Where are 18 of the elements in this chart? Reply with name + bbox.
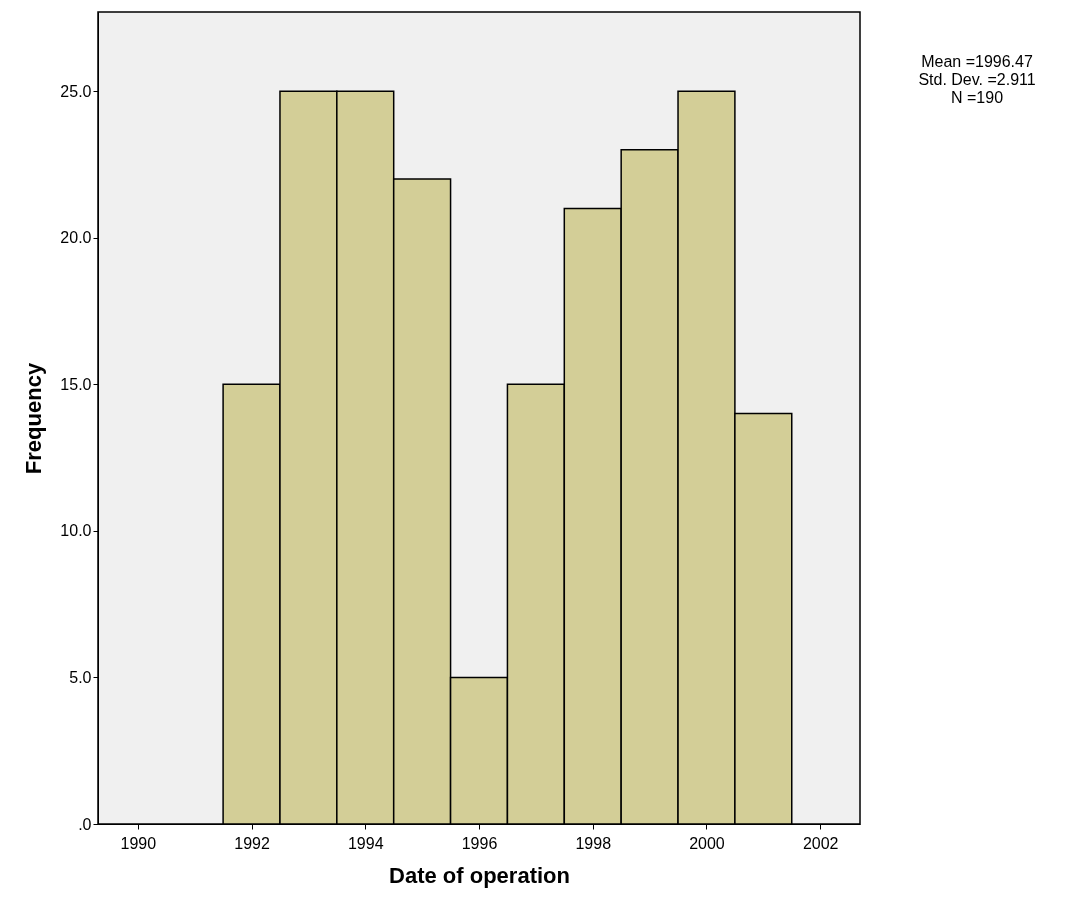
- y-tick-label: 5.0: [69, 668, 92, 686]
- y-tick-label: .0: [78, 815, 92, 833]
- x-tick-label: 1996: [461, 834, 498, 852]
- x-tick-label: 1990: [120, 834, 157, 852]
- y-tick-label: 20.0: [60, 229, 92, 247]
- y-tick-label: 25.0: [60, 82, 92, 100]
- x-axis-title: Date of operation: [389, 862, 570, 888]
- text: N =190: [950, 89, 1004, 106]
- text: Std. Dev. =2.911: [918, 71, 1036, 88]
- x-tick-label: 2000: [689, 834, 725, 852]
- y-tick-label: 10.0: [60, 522, 92, 540]
- x-tick-label: 1992: [234, 834, 270, 852]
- x-tick-label: 1998: [575, 834, 612, 852]
- y-tick-label: 15.0: [60, 375, 92, 393]
- x-tick-label: 1994: [347, 834, 384, 852]
- y-axis-title: Frequency: [21, 362, 47, 475]
- x-tick-label: 2002: [802, 834, 839, 852]
- text: Mean =1996.47: [921, 53, 1033, 70]
